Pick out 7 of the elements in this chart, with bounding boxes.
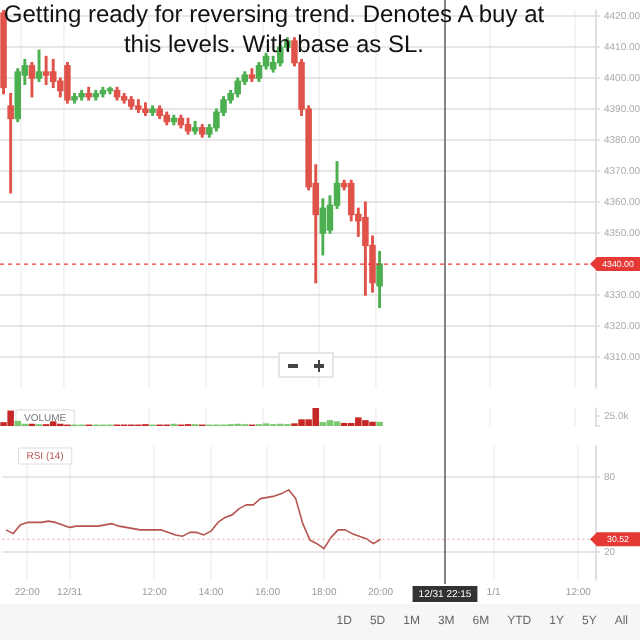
bar: [312, 408, 319, 426]
bar: [326, 420, 334, 426]
bar: [298, 419, 305, 426]
bar: [362, 420, 369, 426]
bar: [7, 410, 14, 426]
bar: [355, 417, 362, 426]
bar: [14, 420, 21, 426]
